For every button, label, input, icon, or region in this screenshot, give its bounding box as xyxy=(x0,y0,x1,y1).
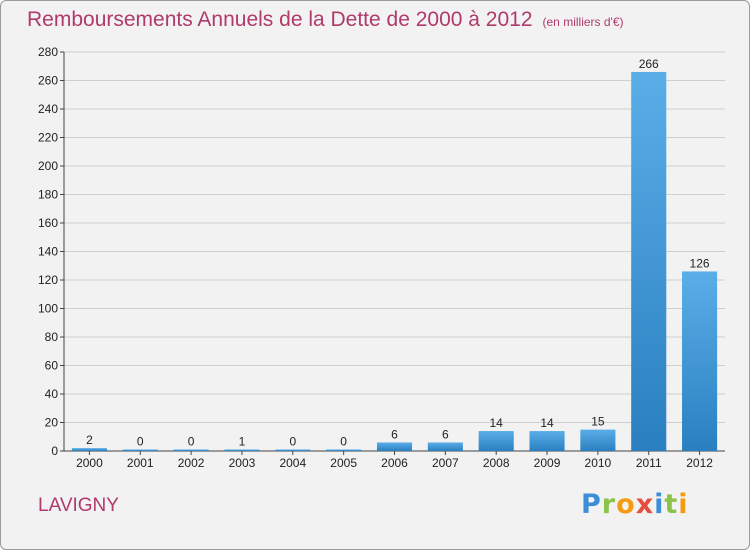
x-tick-label-2008: 2008 xyxy=(483,456,510,470)
y-tick-label: 0 xyxy=(51,444,58,458)
data-label-2003: 1 xyxy=(239,435,246,449)
grid-lines xyxy=(64,51,725,452)
data-label-2009: 14 xyxy=(540,416,554,430)
y-tick-label: 20 xyxy=(45,416,59,430)
x-tick-label-2011: 2011 xyxy=(636,456,662,470)
x-tick-label-2003: 2003 xyxy=(229,456,256,470)
y-tick-label: 140 xyxy=(38,245,58,259)
bar-2012 xyxy=(682,271,718,451)
bar-2000 xyxy=(71,448,107,451)
data-label-2000: 2 xyxy=(86,433,93,447)
logo-letter: t xyxy=(664,489,679,520)
x-tick-label-2000: 2000 xyxy=(76,456,103,470)
x-tick-label-2012: 2012 xyxy=(686,456,713,470)
y-tick-label: 160 xyxy=(38,216,58,230)
x-tick-label-2007: 2007 xyxy=(432,456,459,470)
logo-letter: P xyxy=(581,489,602,520)
x-tick-label-2010: 2010 xyxy=(585,456,612,470)
data-label-2010: 15 xyxy=(591,415,605,429)
y-tick-label: 40 xyxy=(45,387,59,401)
bar-2004 xyxy=(275,449,311,451)
x-tick-label-2002: 2002 xyxy=(178,456,205,470)
bar-2009 xyxy=(529,431,565,451)
bar-2001 xyxy=(122,449,158,451)
chart-title-text: Remboursements Annuels de la Dette de 20… xyxy=(27,8,533,31)
y-tick-label: 120 xyxy=(38,273,58,287)
data-label-2008: 14 xyxy=(490,416,504,430)
bar-2010 xyxy=(580,429,616,451)
data-label-2012: 126 xyxy=(690,256,710,270)
data-label-2011: 266 xyxy=(639,57,659,71)
labels: 0204060801001201401601802002202402602802… xyxy=(38,45,713,470)
bar-2003 xyxy=(224,449,260,451)
data-label-2002: 0 xyxy=(188,435,195,449)
bar-2002 xyxy=(173,449,209,451)
data-label-2005: 0 xyxy=(340,435,347,449)
chart-title: Remboursements Annuels de la Dette de 20… xyxy=(27,8,624,32)
y-tick-label: 60 xyxy=(45,359,59,373)
logo-letter: o xyxy=(616,489,636,520)
data-label-2007: 6 xyxy=(442,427,449,441)
y-tick-label: 260 xyxy=(38,74,58,88)
y-tick-label: 280 xyxy=(38,45,58,59)
data-label-2004: 0 xyxy=(289,435,296,449)
x-tick-label-2004: 2004 xyxy=(279,456,306,470)
bar-2011 xyxy=(631,71,667,451)
bar-2008 xyxy=(478,431,514,451)
logo-letter: r xyxy=(601,489,617,520)
y-tick-label: 220 xyxy=(38,131,58,145)
y-tick-label: 180 xyxy=(38,188,58,202)
y-tick-label: 80 xyxy=(45,330,59,344)
chart-subtitle: (en milliers d'€) xyxy=(542,15,624,29)
y-tick-label: 100 xyxy=(38,302,58,316)
x-tick-label-2005: 2005 xyxy=(330,456,357,470)
x-tick-label-2009: 2009 xyxy=(534,456,561,470)
data-label-2006: 6 xyxy=(391,427,398,441)
logo-letter: i xyxy=(678,489,689,520)
bar-2007 xyxy=(427,442,463,451)
x-tick-label-2001: 2001 xyxy=(127,456,154,470)
logo-letter: x xyxy=(635,489,655,520)
x-tick-label-2006: 2006 xyxy=(381,456,408,470)
bar-2005 xyxy=(326,449,362,451)
axes xyxy=(60,51,725,455)
logo-letter: i xyxy=(654,489,665,520)
y-tick-label: 200 xyxy=(38,159,58,173)
proxiti-logo: Proxiti xyxy=(581,489,689,520)
bar-2006 xyxy=(376,442,413,451)
commune-name: LAVIGNY xyxy=(38,495,119,516)
bars xyxy=(71,71,718,451)
data-label-2001: 0 xyxy=(137,435,144,449)
y-tick-label: 240 xyxy=(38,102,58,116)
